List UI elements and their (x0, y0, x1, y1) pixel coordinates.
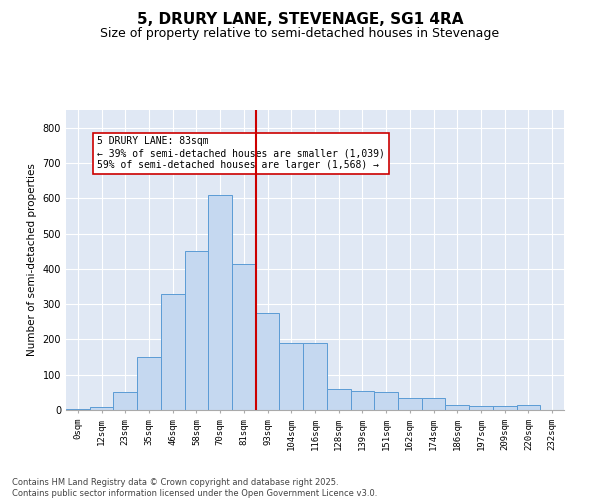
Bar (469, 406, 493, 410)
Text: 5, DRURY LANE, STEVENAGE, SG1 4RA: 5, DRURY LANE, STEVENAGE, SG1 4RA (137, 12, 463, 28)
Text: Contains HM Land Registry data © Crown copyright and database right 2025.
Contai: Contains HM Land Registry data © Crown c… (12, 478, 377, 498)
Bar (398, 398, 422, 410)
Bar (445, 404, 469, 410)
Bar (327, 389, 350, 410)
Bar (137, 357, 161, 410)
Bar (232, 264, 256, 410)
Text: 5 DRURY LANE: 83sqm
← 39% of semi-detached houses are smaller (1,039)
59% of sem: 5 DRURY LANE: 83sqm ← 39% of semi-detach… (97, 136, 385, 170)
Bar (374, 392, 398, 410)
Bar (256, 313, 280, 410)
Bar (493, 406, 517, 410)
Bar (517, 404, 540, 410)
Bar (303, 343, 327, 410)
Bar (161, 294, 185, 410)
Bar (185, 251, 208, 410)
Bar (208, 194, 232, 410)
Bar (422, 398, 445, 410)
Y-axis label: Number of semi-detached properties: Number of semi-detached properties (27, 164, 37, 356)
Bar (113, 392, 137, 410)
Text: Size of property relative to semi-detached houses in Stevenage: Size of property relative to semi-detach… (100, 28, 500, 40)
Bar (280, 343, 303, 410)
Bar (350, 390, 374, 410)
Bar (90, 407, 113, 410)
